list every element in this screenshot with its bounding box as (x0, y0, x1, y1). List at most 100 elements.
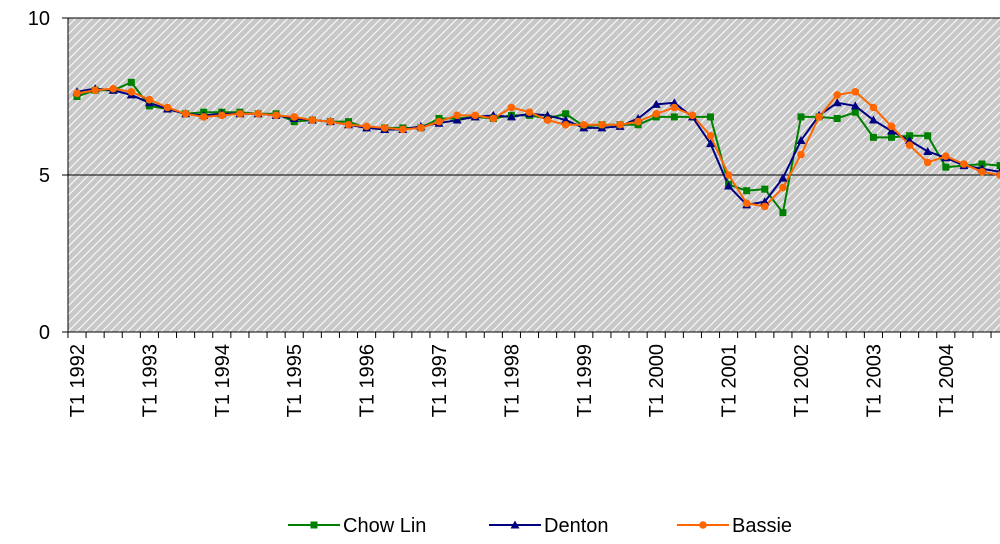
marker (850, 101, 860, 110)
marker (699, 521, 707, 529)
marker (760, 197, 770, 206)
marker (688, 111, 697, 120)
x-tick-label: T1 2002 (791, 344, 813, 417)
marker (272, 111, 280, 120)
marker (471, 111, 480, 120)
marker (833, 114, 841, 122)
x-tick-label: T1 2001 (719, 344, 741, 417)
marker (399, 125, 407, 134)
marker (833, 91, 841, 99)
x-tick-label: T1 1999 (574, 344, 596, 417)
marker (510, 520, 520, 529)
marker (905, 141, 914, 149)
marker (761, 185, 769, 193)
marker (960, 160, 968, 168)
marker (796, 135, 806, 144)
marker (580, 120, 588, 129)
marker (724, 181, 734, 190)
x-tick-label: T1 1992 (67, 344, 89, 417)
marker (308, 116, 317, 124)
marker (506, 112, 516, 121)
marker (651, 99, 661, 108)
marker (761, 202, 769, 211)
marker (199, 113, 208, 121)
marker (435, 117, 443, 126)
marker (887, 122, 896, 131)
marker (906, 132, 914, 140)
legend-label: Bassie (732, 515, 792, 537)
marker (489, 114, 498, 123)
x-tick-label: T1 1995 (284, 344, 306, 417)
marker (924, 132, 932, 140)
marker (543, 110, 553, 119)
marker (598, 120, 606, 129)
x-tick-label: T1 1994 (212, 344, 234, 417)
marker (869, 133, 877, 141)
marker (670, 103, 679, 112)
marker (163, 103, 172, 112)
marker (996, 162, 1000, 170)
marker (417, 124, 425, 132)
x-tick-label: T1 2003 (863, 344, 885, 417)
marker (742, 199, 751, 208)
marker (942, 163, 950, 171)
marker (362, 122, 371, 131)
y-tick-label: 10 (28, 8, 50, 30)
x-tick-label: T1 1996 (357, 344, 379, 417)
marker (181, 109, 190, 118)
x-tick-label: T1 2004 (936, 344, 958, 417)
marker (453, 111, 461, 120)
marker (344, 120, 353, 129)
marker (779, 209, 787, 217)
marker (380, 124, 389, 132)
marker (452, 115, 462, 124)
marker (779, 183, 787, 192)
legend-label: Denton (544, 515, 609, 537)
marker (942, 152, 950, 160)
marker (561, 115, 571, 124)
marker (616, 120, 624, 129)
marker (868, 115, 878, 124)
marker (669, 98, 679, 107)
marker (310, 521, 318, 529)
x-tick-label: T1 1993 (139, 344, 161, 417)
marker (887, 126, 896, 135)
marker (562, 110, 570, 118)
x-tick-label: T1 2000 (646, 344, 668, 417)
marker (652, 109, 660, 118)
marker (832, 98, 842, 107)
marker (778, 173, 788, 182)
series-line (76, 87, 1000, 208)
marker (706, 131, 715, 140)
marker (543, 116, 552, 124)
marker (670, 113, 678, 121)
marker (218, 111, 226, 120)
marker (73, 89, 81, 98)
marker (525, 108, 534, 116)
marker (634, 117, 642, 126)
marker (561, 120, 570, 129)
marker (127, 87, 136, 96)
marker (869, 103, 878, 112)
marker (127, 78, 135, 86)
marker (507, 103, 516, 112)
marker (797, 113, 805, 121)
marker (888, 133, 895, 141)
marker (923, 146, 933, 155)
marker (815, 113, 823, 121)
marker (724, 171, 733, 179)
marker (109, 84, 117, 93)
marker (851, 108, 859, 116)
marker (326, 117, 335, 126)
x-tick-label: T1 1997 (429, 344, 451, 417)
marker (91, 86, 99, 95)
marker (905, 135, 915, 144)
marker (743, 187, 751, 195)
y-tick-label: 0 (39, 322, 50, 344)
marker (254, 109, 262, 118)
marker (978, 168, 986, 176)
marker (145, 95, 154, 104)
marker (236, 109, 244, 118)
x-tick-label: T1 1998 (501, 344, 523, 417)
